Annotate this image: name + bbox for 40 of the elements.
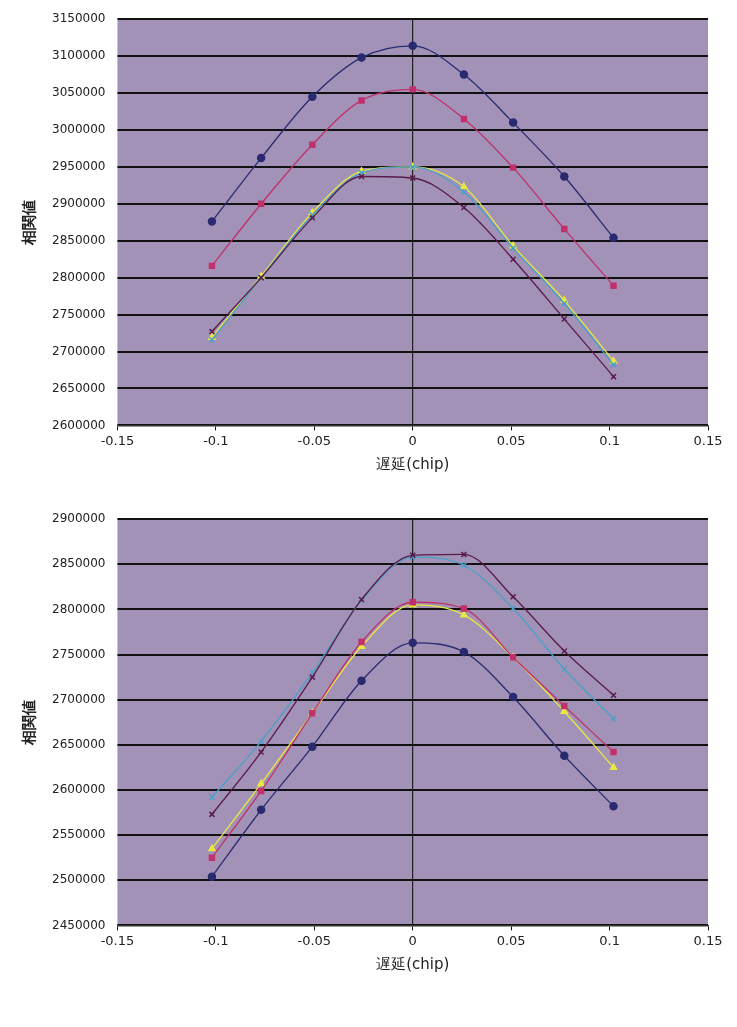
y-tick-label: 2700000 (51, 343, 106, 358)
x-axis-title: 遅延(chip) (376, 954, 450, 973)
y-tick-label: 2900000 (51, 511, 106, 526)
x-tick-label: -0.1 (203, 932, 229, 948)
y-tick-label: 2450000 (51, 917, 106, 932)
y-tick-label: 3100000 (51, 48, 106, 63)
x-tick-label: 0.15 (693, 932, 723, 948)
x-tick-label: 0.05 (496, 932, 526, 948)
x-tick-label: 0 (408, 932, 417, 948)
y-axis-title: 相関値 (19, 199, 38, 246)
y-tick-label: 2600000 (51, 782, 106, 797)
x-tick-label: -0.05 (297, 432, 332, 448)
x-axis-title: 遅延(chip) (376, 454, 450, 473)
y-tick-label: 2700000 (51, 691, 106, 706)
x-tick-label: -0.05 (297, 932, 332, 948)
y-tick-label: 2500000 (51, 872, 106, 887)
x-tick-label: 0.1 (599, 932, 620, 948)
x-tick-label: -0.1 (203, 432, 229, 448)
y-tick-label: 2850000 (51, 232, 106, 247)
y-tick-label: 2650000 (51, 736, 106, 751)
x-tick-label: 0 (408, 432, 417, 448)
x-tick-label: -0.15 (100, 932, 135, 948)
y-tick-label: 2850000 (51, 556, 106, 571)
y-tick-label: 2750000 (51, 646, 106, 661)
y-tick-label: 2650000 (51, 380, 106, 395)
y-tick-label: 3000000 (51, 122, 106, 137)
x-tick-label: 0.15 (693, 432, 723, 448)
y-tick-label: 2750000 (51, 306, 106, 321)
x-tick-label: 0.1 (599, 432, 620, 448)
y-tick-label: 2550000 (51, 827, 106, 842)
y-tick-label: 2800000 (51, 269, 106, 284)
y-tick-label: 2900000 (51, 195, 106, 210)
y-tick-label: 2950000 (51, 159, 106, 174)
y-tick-label: 3050000 (51, 85, 106, 100)
y-axis-title: 相関値 (19, 699, 38, 746)
y-tick-label: 3150000 (51, 11, 106, 26)
x-tick-label: -0.15 (100, 432, 135, 448)
y-tick-label: 2600000 (51, 417, 106, 432)
y-tick-label: 2800000 (51, 601, 106, 616)
x-tick-label: 0.05 (496, 432, 526, 448)
